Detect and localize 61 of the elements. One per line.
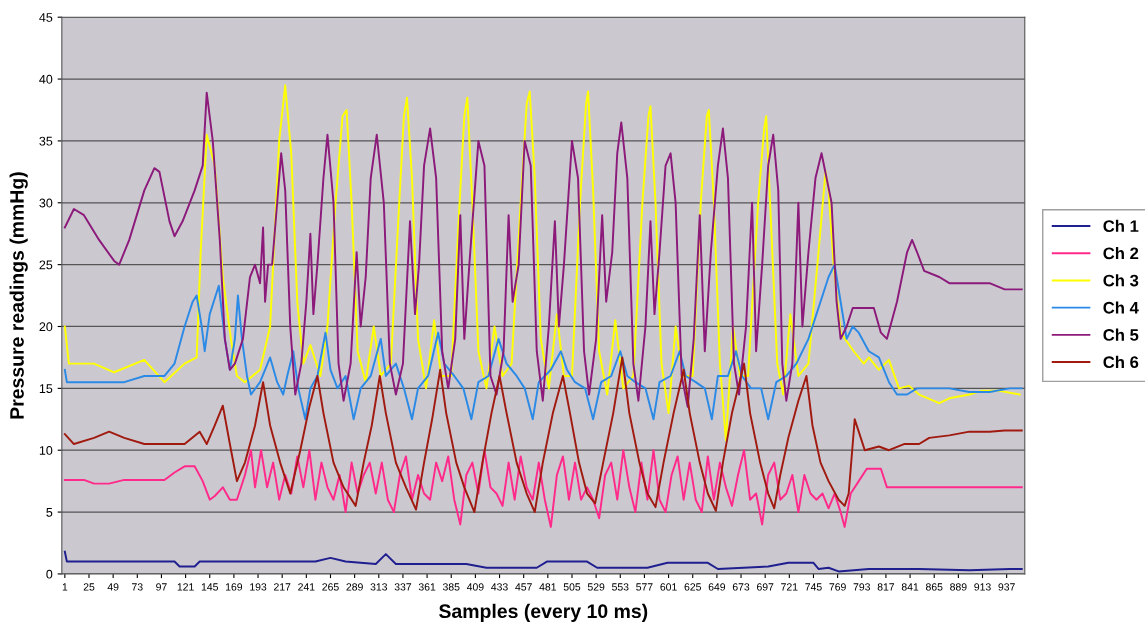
x-tick-label: 73 — [132, 583, 143, 591]
y-tick-label: 5 — [46, 508, 53, 517]
x-tick-label: 673 — [732, 583, 750, 591]
x-tick-label: 817 — [877, 583, 895, 591]
y-tick-label: 25 — [39, 260, 53, 270]
x-tick-label: 145 — [201, 583, 218, 591]
x-tick-label: 193 — [250, 583, 267, 591]
x-tick-label: 433 — [491, 583, 508, 591]
x-tick-label: 217 — [274, 583, 291, 591]
y-tick-label: 30 — [39, 198, 53, 208]
x-tick-label: 457 — [515, 583, 532, 591]
y-tick-label: 20 — [39, 322, 53, 332]
y-tick-label: 15 — [39, 384, 53, 394]
y-tick-label: 10 — [39, 446, 53, 455]
y-axis-title: Pressure readings (mmHg) — [9, 172, 28, 419]
x-tick-label: 553 — [612, 583, 629, 591]
x-tick-label: 505 — [563, 583, 581, 591]
legend-label: Ch 5 — [1103, 328, 1139, 341]
legend-label: Ch 3 — [1103, 274, 1139, 287]
x-tick-label: 577 — [636, 583, 653, 591]
x-tick-label: 937 — [998, 583, 1015, 591]
line-series — [63, 263, 1023, 421]
x-tick-label: 793 — [853, 583, 870, 591]
x-tick-label: 481 — [539, 583, 557, 591]
x-tick-label: 649 — [708, 583, 726, 591]
x-tick-label: 913 — [974, 583, 991, 591]
x-tick-label: 745 — [805, 583, 822, 591]
x-tick-label: 313 — [370, 583, 388, 591]
legend-label: Ch 6 — [1103, 355, 1139, 369]
x-tick-label: 601 — [660, 583, 677, 591]
x-tick-label: 289 — [346, 583, 363, 591]
x-tick-label: 889 — [950, 583, 967, 591]
legend-label: Ch 4 — [1103, 301, 1139, 314]
line-series — [63, 356, 1023, 514]
x-tick-label: 769 — [829, 583, 846, 591]
x-axis-title: Samples (every 10 ms) — [439, 603, 648, 622]
x-tick-label: 529 — [587, 583, 605, 591]
x-tick-label: 169 — [226, 583, 243, 591]
line-series — [63, 449, 1023, 528]
x-tick-label: 265 — [322, 583, 339, 591]
y-tick-label: 35 — [39, 136, 53, 146]
x-tick-label: 1 — [62, 583, 68, 591]
x-tick-label: 721 — [781, 583, 798, 591]
x-tick-label: 49 — [107, 583, 119, 591]
x-tick-label: 361 — [418, 583, 436, 591]
x-tick-label: 25 — [83, 583, 95, 591]
x-tick-label: 865 — [925, 583, 943, 591]
x-tick-label: 121 — [177, 583, 194, 591]
y-tick-label: 0 — [46, 569, 53, 579]
x-tick-label: 337 — [394, 583, 412, 591]
x-tick-label: 385 — [442, 583, 460, 591]
x-tick-label: 841 — [901, 583, 919, 591]
x-tick-label: 409 — [466, 583, 484, 591]
y-tick-label: 45 — [39, 13, 53, 22]
legend-label: Ch 2 — [1103, 247, 1139, 260]
x-tick-label: 241 — [298, 583, 315, 591]
x-tick-label: 97 — [156, 583, 167, 591]
x-tick-label: 625 — [684, 583, 701, 591]
x-tick-label: 697 — [757, 583, 774, 591]
legend-label: Ch 1 — [1103, 219, 1139, 233]
y-tick-label: 40 — [39, 74, 53, 84]
